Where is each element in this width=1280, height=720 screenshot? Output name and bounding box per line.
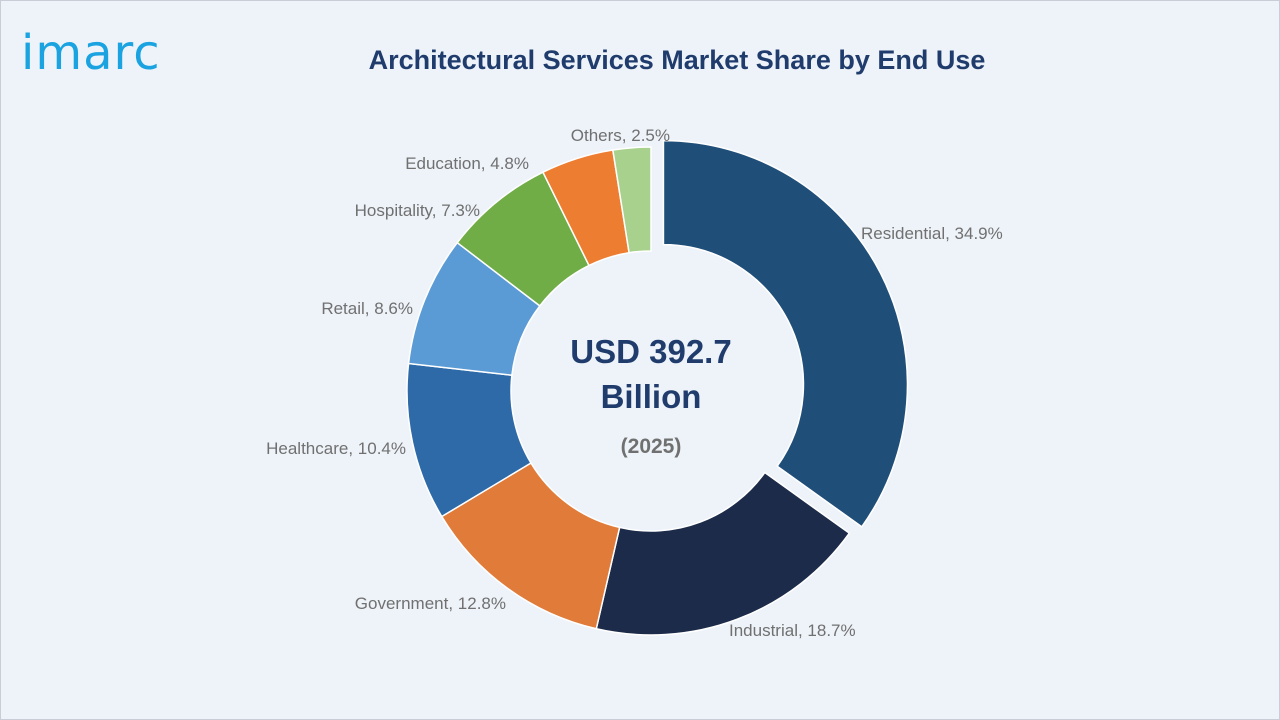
label-residential: Residential, 34.9% xyxy=(861,224,1003,243)
label-education: Education, 4.8% xyxy=(405,154,529,173)
chart-title: Architectural Services Market Share by E… xyxy=(368,45,986,75)
donut-slices xyxy=(406,139,909,636)
label-healthcare: Healthcare, 10.4% xyxy=(266,439,406,458)
slice-residential xyxy=(662,139,909,528)
imarc-logo: imarc xyxy=(21,25,161,81)
label-industrial: Industrial, 18.7% xyxy=(729,621,856,640)
slice-industrial xyxy=(595,471,851,636)
center-value-line2: Billion xyxy=(601,378,702,415)
slice-others xyxy=(611,146,652,254)
center-year: (2025) xyxy=(621,435,682,458)
label-hospitality: Hospitality, 7.3% xyxy=(355,201,480,220)
slice-labels: Residential, 34.9% Industrial, 18.7% Gover… xyxy=(266,126,1003,640)
label-government: Government, 12.8% xyxy=(355,594,506,613)
center-value-line1: USD 392.7 xyxy=(570,333,731,370)
label-others: Others, 2.5% xyxy=(571,126,670,145)
label-retail: Retail, 8.6% xyxy=(321,299,413,318)
